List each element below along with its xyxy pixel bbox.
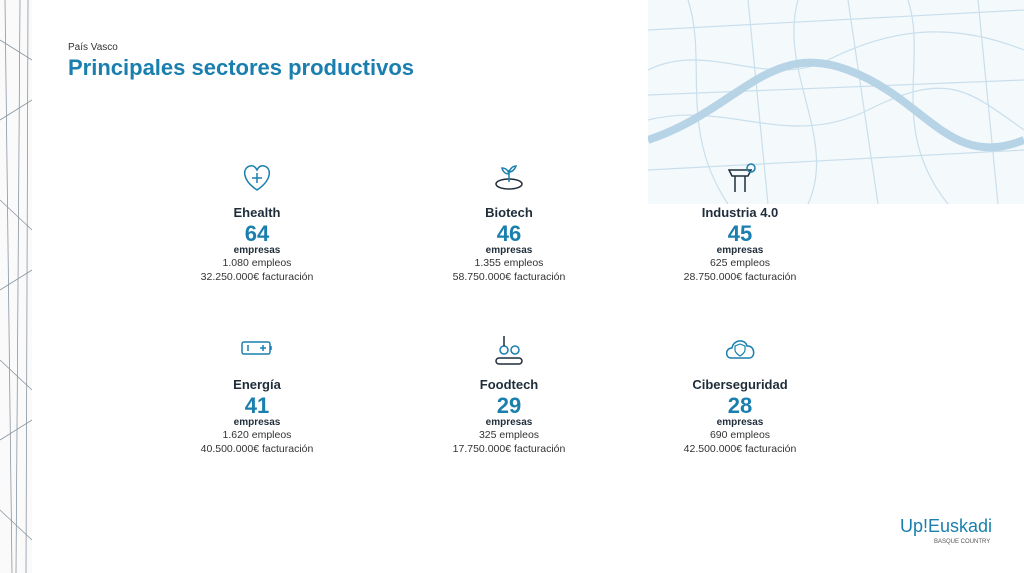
jobs: 690 empleos [709,429,771,441]
company-count: 45 [727,221,753,246]
sector-name: Ehealth [233,205,281,220]
sector-card: Ciberseguridad 28 empresas 690 empleos 42.50… [640,332,840,456]
sector-icon [243,165,271,191]
jobs: 1.620 empleos [222,429,292,441]
company-count: 46 [496,221,522,246]
revenue: 17.750.000€ facturación [452,443,566,455]
sector-name: Energía [233,377,281,392]
count-unit: empresas [233,245,281,256]
sector-name: Ciberseguridad [692,377,788,392]
sector-card: Energía 41 empresas 1.620 empleos 40.500.000… [157,332,357,456]
count-unit: empresas [485,245,533,256]
jobs: 1.080 empleos [222,257,292,269]
jobs: 325 empleos [478,429,540,441]
revenue: 42.500.000€ facturación [683,443,797,455]
sector-name: Biotech [485,205,533,220]
sector-card: Foodtech 29 empresas 325 empleos 17.750.000€… [409,332,609,456]
count-unit: empresas [716,417,764,428]
revenue: 32.250.000€ facturación [200,271,314,283]
sector-card: Ehealth 64 empresas 1.080 empleos 32.250.000… [157,160,357,284]
company-count: 29 [496,393,522,418]
sector-card: Industria 4.0 45 empresas 625 empleos 28.750… [640,160,840,284]
sector-icon [727,163,756,192]
logo-up: Up! [900,516,929,536]
revenue: 58.750.000€ facturación [452,271,566,283]
jobs: 1.355 empleos [474,257,544,269]
map-decoration [648,0,1024,204]
logo-tagline: BASQUE COUNTRY [934,539,991,545]
sector-icon [495,165,523,190]
revenue: 40.500.000€ facturación [200,443,314,455]
title: Principales sectores productivos [68,55,415,80]
logo-name: Euskadi [928,516,993,536]
count-unit: empresas [233,417,281,428]
subtitle: País Vasco [68,42,118,53]
map-strip [0,0,32,573]
sector-icon [725,340,755,359]
sector-icon [241,341,272,355]
company-count: 64 [244,221,270,246]
revenue: 28.750.000€ facturación [683,271,797,283]
jobs: 625 empleos [709,257,771,269]
company-count: 41 [244,393,270,418]
sector-card: Biotech 46 empresas 1.355 empleos 58.750.000… [409,160,609,284]
count-unit: empresas [716,245,764,256]
sector-name: Industria 4.0 [701,205,779,220]
sector-icon [495,336,523,365]
logo: Up!Euskadi [900,516,992,537]
company-count: 28 [727,393,753,418]
count-unit: empresas [485,417,533,428]
sector-name: Foodtech [479,377,539,392]
